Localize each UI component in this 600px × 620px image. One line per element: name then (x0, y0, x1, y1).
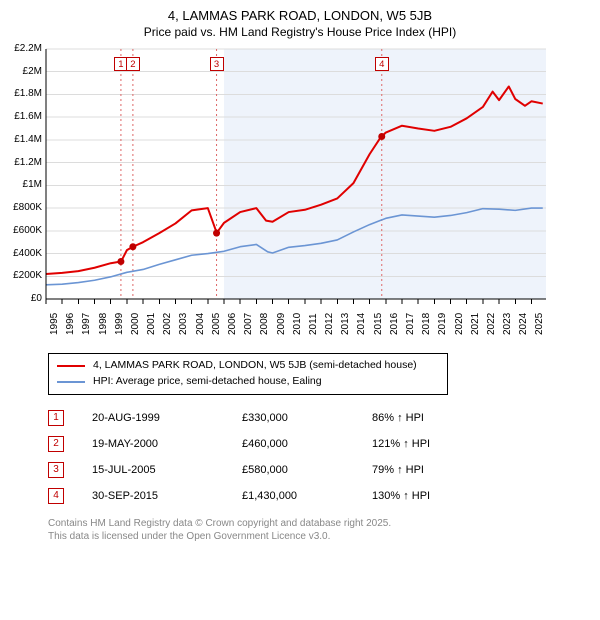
y-tick-label: £0 (10, 293, 42, 304)
attribution-line1: Contains HM Land Registry data © Crown c… (48, 517, 590, 531)
sale-price: £460,000 (242, 438, 372, 450)
x-tick-label: 2013 (340, 313, 351, 335)
x-tick-label: 2007 (243, 313, 254, 335)
x-tick-label: 2023 (502, 313, 513, 335)
x-tick-label: 2025 (534, 313, 545, 335)
x-tick-label: 2022 (486, 313, 497, 335)
x-tick-label: 2017 (405, 313, 416, 335)
chart-svg (10, 45, 550, 345)
legend-row-red: 4, LAMMAS PARK ROAD, LONDON, W5 5JB (sem… (57, 358, 439, 374)
x-tick-label: 1996 (65, 313, 76, 335)
y-tick-label: £600K (10, 225, 42, 236)
y-tick-label: £800K (10, 202, 42, 213)
sales-row: 2 19-MAY-2000£460,000121% ↑ HPI (48, 431, 590, 457)
y-tick-label: £1.6M (10, 111, 42, 122)
x-tick-label: 2020 (454, 313, 465, 335)
sale-hpi: 79% ↑ HPI (372, 464, 492, 476)
y-tick-label: £1.8M (10, 88, 42, 99)
sale-price: £330,000 (242, 412, 372, 424)
y-tick-label: £1M (10, 179, 42, 190)
x-tick-label: 2021 (470, 313, 481, 335)
y-tick-label: £2M (10, 66, 42, 77)
sale-hpi: 130% ↑ HPI (372, 490, 492, 502)
x-tick-label: 2018 (421, 313, 432, 335)
x-tick-label: 2016 (389, 313, 400, 335)
chart-container: 4, LAMMAS PARK ROAD, LONDON, W5 5JB Pric… (0, 0, 600, 554)
x-tick-label: 2019 (437, 313, 448, 335)
sale-date: 30-SEP-2015 (92, 490, 242, 502)
attribution: Contains HM Land Registry data © Crown c… (48, 517, 590, 544)
x-tick-label: 2009 (276, 313, 287, 335)
sale-hpi: 86% ↑ HPI (372, 412, 492, 424)
legend-row-blue: HPI: Average price, semi-detached house,… (57, 374, 439, 390)
sale-price: £580,000 (242, 464, 372, 476)
title-sub: Price paid vs. HM Land Registry's House … (10, 25, 590, 39)
x-tick-label: 2001 (146, 313, 157, 335)
x-tick-label: 2011 (308, 313, 319, 335)
attribution-line2: This data is licensed under the Open Gov… (48, 530, 590, 544)
x-tick-label: 2000 (130, 313, 141, 335)
x-tick-label: 2002 (162, 313, 173, 335)
x-tick-label: 2004 (195, 313, 206, 335)
legend-label-blue: HPI: Average price, semi-detached house,… (93, 374, 322, 390)
callout-badge: 3 (210, 57, 224, 71)
sales-table: 1 20-AUG-1999£330,00086% ↑ HPI 2 19-MAY-200… (48, 405, 590, 509)
y-tick-label: £400K (10, 248, 42, 259)
x-tick-label: 2010 (292, 313, 303, 335)
sale-badge: 1 (48, 410, 64, 426)
x-tick-label: 2014 (356, 313, 367, 335)
sale-date: 15-JUL-2005 (92, 464, 242, 476)
callout-badge: 4 (375, 57, 389, 71)
x-tick-label: 2012 (324, 313, 335, 335)
y-tick-label: £1.4M (10, 134, 42, 145)
x-tick-label: 2006 (227, 313, 238, 335)
y-tick-label: £200K (10, 270, 42, 281)
x-tick-label: 1997 (81, 313, 92, 335)
x-tick-label: 2008 (259, 313, 270, 335)
sales-row: 1 20-AUG-1999£330,00086% ↑ HPI (48, 405, 590, 431)
sale-badge: 2 (48, 436, 64, 452)
sale-badge: 3 (48, 462, 64, 478)
x-tick-label: 1995 (49, 313, 60, 335)
sale-date: 19-MAY-2000 (92, 438, 242, 450)
sales-row: 3 15-JUL-2005£580,00079% ↑ HPI (48, 457, 590, 483)
sales-row: 4 30-SEP-2015£1,430,000130% ↑ HPI (48, 483, 590, 509)
x-tick-label: 2005 (211, 313, 222, 335)
sale-hpi: 121% ↑ HPI (372, 438, 492, 450)
title-main: 4, LAMMAS PARK ROAD, LONDON, W5 5JB (10, 8, 590, 23)
x-tick-label: 1999 (114, 313, 125, 335)
legend-swatch-blue (57, 381, 85, 383)
x-tick-label: 1998 (98, 313, 109, 335)
sale-price: £1,430,000 (242, 490, 372, 502)
chart: £0 £200K £400K £600K £800K £1M £1.2M £1.4M £1.6M… (10, 45, 590, 345)
x-tick-label: 2024 (518, 313, 529, 335)
titles: 4, LAMMAS PARK ROAD, LONDON, W5 5JB Pric… (10, 8, 590, 39)
legend-swatch-red (57, 365, 85, 367)
legend: 4, LAMMAS PARK ROAD, LONDON, W5 5JB (sem… (48, 353, 448, 395)
y-tick-label: £2.2M (10, 43, 42, 54)
callout-badge: 2 (126, 57, 140, 71)
sale-date: 20-AUG-1999 (92, 412, 242, 424)
y-tick-label: £1.2M (10, 157, 42, 168)
x-tick-label: 2003 (178, 313, 189, 335)
x-tick-label: 2015 (373, 313, 384, 335)
legend-label-red: 4, LAMMAS PARK ROAD, LONDON, W5 5JB (sem… (93, 358, 417, 374)
sale-badge: 4 (48, 488, 64, 504)
